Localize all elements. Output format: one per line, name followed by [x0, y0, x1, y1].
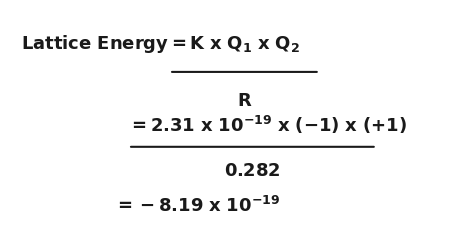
Text: $\mathbf{Lattice\ Energy = K\ x\ Q_1\ x\ Q_2}$: $\mathbf{Lattice\ Energy = K\ x\ Q_1\ x\…	[21, 33, 300, 55]
Text: $\mathbf{= -8.19\ x\ 10^{-19}}$: $\mathbf{= -8.19\ x\ 10^{-19}}$	[115, 195, 281, 216]
Text: $\mathbf{0.282}$: $\mathbf{0.282}$	[224, 162, 281, 180]
Text: $\mathbf{R}$: $\mathbf{R}$	[237, 92, 252, 110]
Text: $\mathbf{= 2.31\ x\ 10^{-19}\ x\ (-1)\ x\ (+1)}$: $\mathbf{= 2.31\ x\ 10^{-19}\ x\ (-1)\ x…	[128, 114, 407, 136]
